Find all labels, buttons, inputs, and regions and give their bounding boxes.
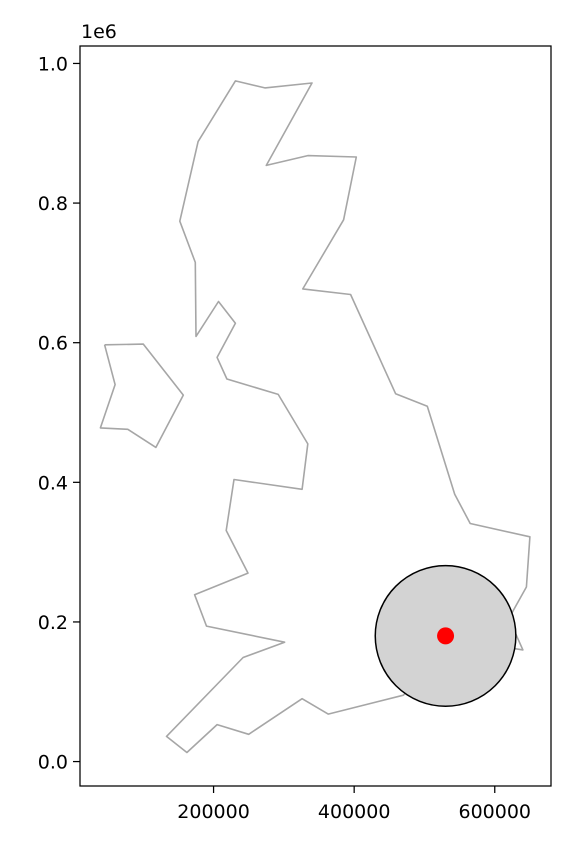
x-tick-label: 200000 <box>177 801 250 823</box>
x-axis: 200000 400000 600000 <box>177 786 531 823</box>
y-tick-label: 0.6 <box>38 333 68 355</box>
y-tick-label: 0.2 <box>38 612 68 634</box>
y-tick-label: 1.0 <box>38 53 68 75</box>
y-tick-label: 0.8 <box>38 193 68 215</box>
x-tick-label: 400000 <box>318 801 391 823</box>
y-offset-label: 1e6 <box>81 21 117 43</box>
x-tick-label: 600000 <box>458 801 531 823</box>
plot-frame <box>79 45 552 787</box>
y-tick-label: 0.0 <box>38 752 68 774</box>
y-axis: 0.0 0.2 0.4 0.6 0.8 1.0 <box>38 53 80 774</box>
great-britain-outline <box>165 80 531 754</box>
plot-area <box>99 80 531 754</box>
y-tick-label: 0.4 <box>38 472 68 494</box>
point-marker <box>437 627 455 645</box>
ireland-outline <box>99 343 185 449</box>
